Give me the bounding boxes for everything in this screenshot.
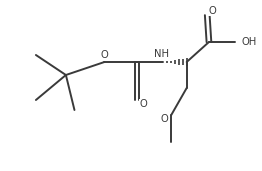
Text: O: O	[101, 50, 108, 60]
Text: NH: NH	[154, 49, 169, 59]
Text: O: O	[140, 99, 147, 109]
Text: O: O	[161, 114, 169, 124]
Text: OH: OH	[241, 37, 256, 47]
Text: O: O	[209, 6, 216, 16]
